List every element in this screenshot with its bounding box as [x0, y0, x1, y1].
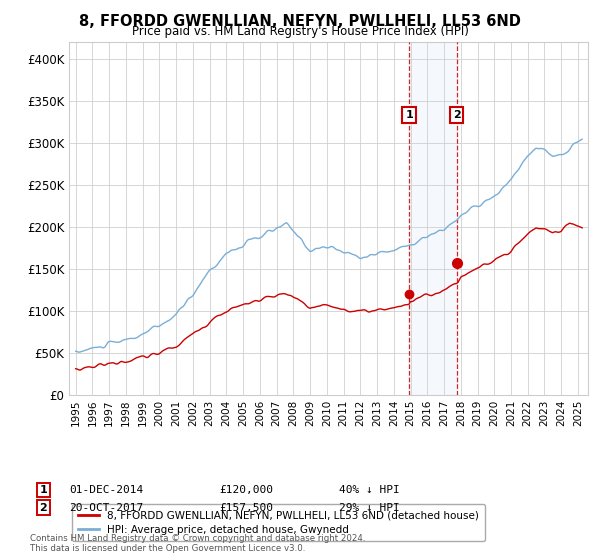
Text: 20-OCT-2017: 20-OCT-2017	[69, 503, 143, 513]
Text: 1: 1	[40, 485, 47, 495]
Bar	[409, 42, 457, 395]
Text: Contains HM Land Registry data © Crown copyright and database right 2024.
This d: Contains HM Land Registry data © Crown c…	[30, 534, 365, 553]
Text: Price paid vs. HM Land Registry's House Price Index (HPI): Price paid vs. HM Land Registry's House …	[131, 25, 469, 38]
Text: 8, FFORDD GWENLLIAN, NEFYN, PWLLHELI, LL53 6ND: 8, FFORDD GWENLLIAN, NEFYN, PWLLHELI, LL…	[79, 14, 521, 29]
Text: 2: 2	[40, 503, 47, 513]
Text: 40% ↓ HPI: 40% ↓ HPI	[339, 485, 400, 495]
Text: 2: 2	[453, 110, 460, 120]
Text: £120,000: £120,000	[219, 485, 273, 495]
Text: 1: 1	[405, 110, 413, 120]
Legend: 8, FFORDD GWENLLIAN, NEFYN, PWLLHELI, LL53 6ND (detached house), HPI: Average pr: 8, FFORDD GWENLLIAN, NEFYN, PWLLHELI, LL…	[71, 504, 485, 541]
Text: £157,500: £157,500	[219, 503, 273, 513]
Text: 01-DEC-2014: 01-DEC-2014	[69, 485, 143, 495]
Text: 29% ↓ HPI: 29% ↓ HPI	[339, 503, 400, 513]
